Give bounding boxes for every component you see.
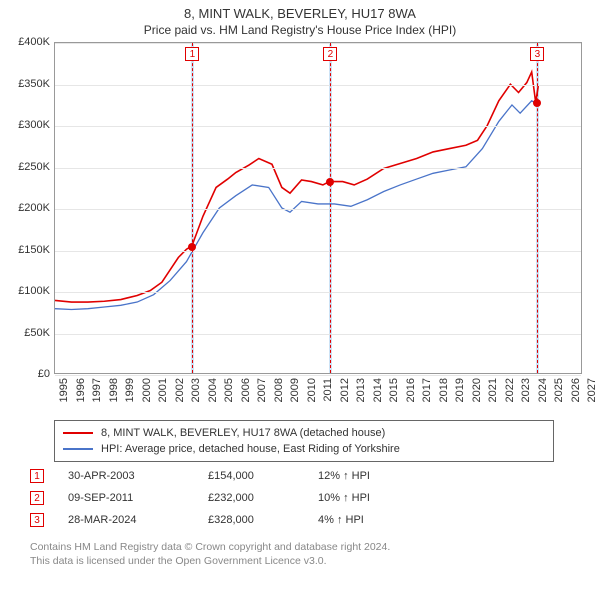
plot-area: 1 2 3 [54, 42, 582, 374]
x-axis-label: 2018 [438, 378, 450, 402]
legend-item-house: 8, MINT WALK, BEVERLEY, HU17 8WA (detach… [63, 425, 545, 441]
x-axis-label: 2025 [553, 378, 565, 402]
x-axis-label: 2001 [157, 378, 169, 402]
x-axis-label: 1997 [91, 378, 103, 402]
x-axis-label: 2016 [405, 378, 417, 402]
x-axis-label: 2004 [207, 378, 219, 402]
gridline [55, 126, 581, 127]
event-date: 30-APR-2003 [68, 470, 208, 482]
x-axis-label: 2015 [388, 378, 400, 402]
x-axis-label: 2024 [537, 378, 549, 402]
event-row: 2 09-SEP-2011 £232,000 10% ↑ HPI [30, 487, 580, 509]
x-axis-label: 2009 [289, 378, 301, 402]
x-axis-label: 2000 [141, 378, 153, 402]
legend: 8, MINT WALK, BEVERLEY, HU17 8WA (detach… [54, 420, 554, 462]
x-axis-label: 2020 [471, 378, 483, 402]
event-price: £328,000 [208, 514, 318, 526]
x-axis-label: 2014 [372, 378, 384, 402]
x-axis-label: 2003 [190, 378, 202, 402]
event-line [537, 43, 538, 373]
gridline [55, 251, 581, 252]
y-axis-label: £50K [4, 327, 50, 339]
x-axis-label: 2002 [174, 378, 186, 402]
x-axis-label: 2021 [487, 378, 499, 402]
gridline [55, 209, 581, 210]
x-axis-label: 2023 [520, 378, 532, 402]
x-axis-label: 2019 [454, 378, 466, 402]
event-row: 1 30-APR-2003 £154,000 12% ↑ HPI [30, 465, 580, 487]
y-axis-label: £400K [4, 36, 50, 48]
footnote: Contains HM Land Registry data © Crown c… [30, 540, 580, 568]
event-price: £232,000 [208, 492, 318, 504]
legend-label-hpi: HPI: Average price, detached house, East… [101, 443, 400, 455]
y-axis-label: £100K [4, 285, 50, 297]
sale-dot [188, 243, 196, 251]
chart: 123 £0£50K£100K£150K£200K£250K£300K£350K… [8, 42, 592, 412]
sale-dot [533, 99, 541, 107]
event-delta: 12% ↑ HPI [318, 470, 428, 482]
x-axis-label: 1996 [75, 378, 87, 402]
event-line [192, 43, 193, 373]
x-axis-label: 2008 [273, 378, 285, 402]
event-marker-on-chart: 2 [323, 47, 337, 61]
footnote-line: Contains HM Land Registry data © Crown c… [30, 540, 580, 554]
x-axis-label: 2022 [504, 378, 516, 402]
events-table: 1 30-APR-2003 £154,000 12% ↑ HPI 2 09-SE… [30, 465, 580, 531]
gridline [55, 85, 581, 86]
event-marker-3: 3 [30, 513, 44, 527]
x-axis-label: 2012 [339, 378, 351, 402]
x-axis-label: 2013 [355, 378, 367, 402]
x-axis-label: 2027 [586, 378, 598, 402]
series-hpi [55, 101, 538, 310]
x-axis-label: 2007 [256, 378, 268, 402]
footnote-line: This data is licensed under the Open Gov… [30, 554, 580, 568]
gridline [55, 375, 581, 376]
legend-swatch-hpi [63, 448, 93, 450]
x-axis-label: 2011 [322, 378, 334, 402]
y-axis-label: £0 [4, 368, 50, 380]
event-date: 28-MAR-2024 [68, 514, 208, 526]
legend-item-hpi: HPI: Average price, detached house, East… [63, 441, 545, 457]
series-svg [55, 43, 581, 373]
x-axis-label: 2026 [570, 378, 582, 402]
x-axis-label: 2010 [306, 378, 318, 402]
sale-dot [326, 178, 334, 186]
x-axis-label: 1995 [58, 378, 70, 402]
event-price: £154,000 [208, 470, 318, 482]
page-subtitle: Price paid vs. HM Land Registry's House … [0, 23, 600, 37]
y-axis-label: £200K [4, 202, 50, 214]
event-delta: 4% ↑ HPI [318, 514, 428, 526]
legend-label-house: 8, MINT WALK, BEVERLEY, HU17 8WA (detach… [101, 427, 385, 439]
event-marker-2: 2 [30, 491, 44, 505]
event-delta: 10% ↑ HPI [318, 492, 428, 504]
event-marker-on-chart: 3 [530, 47, 544, 61]
x-axis-label: 1998 [108, 378, 120, 402]
x-axis-label: 2005 [223, 378, 235, 402]
event-line [330, 43, 331, 373]
gridline [55, 43, 581, 44]
gridline [55, 292, 581, 293]
gridline [55, 334, 581, 335]
gridline [55, 168, 581, 169]
y-axis-label: £300K [4, 119, 50, 131]
event-date: 09-SEP-2011 [68, 492, 208, 504]
y-axis-label: £350K [4, 78, 50, 90]
y-axis-label: £250K [4, 161, 50, 173]
x-axis-label: 1999 [124, 378, 136, 402]
page-title: 8, MINT WALK, BEVERLEY, HU17 8WA [0, 6, 600, 21]
legend-swatch-house [63, 432, 93, 434]
y-axis-label: £150K [4, 244, 50, 256]
x-axis-label: 2017 [421, 378, 433, 402]
event-marker-on-chart: 1 [185, 47, 199, 61]
event-marker-1: 1 [30, 469, 44, 483]
event-row: 3 28-MAR-2024 £328,000 4% ↑ HPI [30, 509, 580, 531]
series-house [55, 72, 538, 302]
x-axis-label: 2006 [240, 378, 252, 402]
